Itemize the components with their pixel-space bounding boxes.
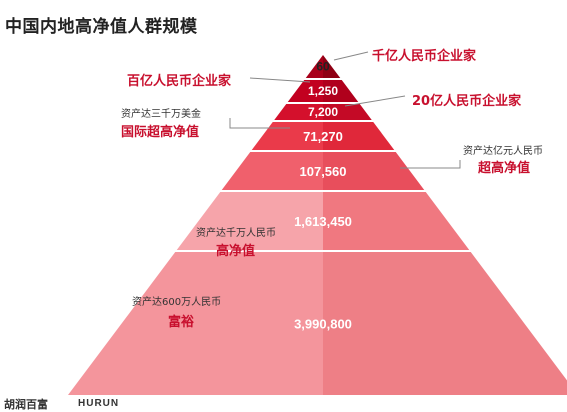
tier-3-left-face [251, 122, 323, 150]
tier-2-leader [344, 95, 406, 107]
tier-0-label: 千亿人民币企业家 [372, 49, 477, 64]
tier-4-left-face [221, 152, 323, 190]
tier-0-left-face [305, 55, 323, 78]
tier-1-right-face [323, 80, 359, 102]
tier-3-right-face [323, 122, 395, 150]
tier-5-left-face [176, 192, 323, 250]
tier-6-left-face [68, 252, 323, 395]
tier-5-label: 高净值 [216, 244, 256, 259]
tier-6-sublabel: 资产达600万人民币 [132, 297, 222, 308]
tier-3-label: 国际超高净值 [121, 125, 200, 140]
chart-title: 中国内地高净值人群规模 [5, 17, 198, 37]
tier-5-value: 1,613,450 [294, 214, 352, 229]
tier-0-right-face [323, 55, 341, 78]
brand-logo-cn: 胡润百富 [4, 398, 48, 411]
tier-4-leader [400, 160, 461, 169]
tier-6-right-face [323, 252, 567, 395]
tier-1-label: 百亿人民币企业家 [127, 74, 232, 89]
tier-1-left-face [287, 80, 323, 102]
tier-3-sublabel: 资产达三千万美金 [121, 109, 201, 120]
tier-6-value: 3,990,800 [294, 317, 352, 332]
tier-5-right-face [323, 192, 470, 250]
tier-4-label: 超高净值 [478, 161, 531, 176]
tier-0-leader [333, 51, 369, 61]
tier-4-sublabel: 资产达亿元人民币 [463, 146, 543, 157]
tier-0-value: 60 [316, 60, 330, 74]
tier-3-value: 71,270 [303, 129, 343, 144]
tier-3-leader [229, 118, 290, 129]
tier-5-sublabel: 资产达千万人民币 [196, 228, 276, 239]
tier-2-right-face [323, 104, 372, 120]
tier-6-label: 富裕 [168, 315, 195, 330]
tier-2-label: 20亿人民币企业家 [412, 94, 522, 109]
tier-4-value: 107,560 [300, 164, 347, 179]
tier-4-right-face [323, 152, 425, 190]
tier-1-value: 1,250 [308, 84, 338, 98]
tier-2-left-face [274, 104, 323, 120]
tier-1-leader [249, 77, 311, 83]
tier-2-value: 7,200 [308, 105, 338, 119]
brand-logo-en: HURUN [78, 398, 120, 409]
